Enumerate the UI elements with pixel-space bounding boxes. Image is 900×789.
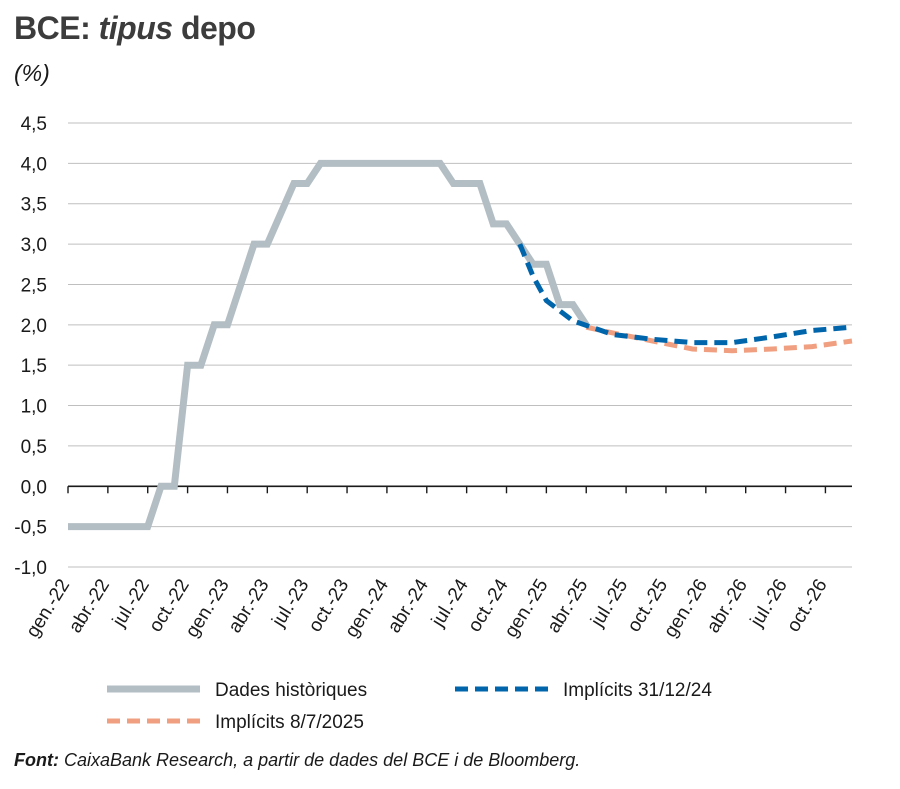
y-tick-label: 1,0 (21, 397, 47, 418)
legend-label: Implícits 8/7/2025 (215, 712, 364, 733)
chart-title: BCE: tipus depo (14, 10, 256, 47)
y-tick-label: 3,5 (21, 195, 47, 216)
source-label: Font: (14, 750, 59, 770)
y-tick-label: 4,0 (21, 154, 47, 175)
source-note: Font: CaixaBank Research, a partir de da… (14, 750, 580, 771)
title-prefix: BCE: (14, 10, 91, 46)
title-italic: tipus (98, 10, 173, 46)
x-tick-label: abr.-22 (65, 576, 114, 637)
legend-label: Dades històriques (215, 680, 367, 701)
title-suffix: depo (180, 10, 256, 46)
source-text: CaixaBank Research, a partir de dades de… (64, 750, 581, 770)
y-tick-label: 2,5 (21, 275, 47, 296)
line-chart: 4,5 4,0 3,5 3,0 2,5 2,0 1,5 1,0 0,5 0,0 -0,5 -1,0ge… (14, 114, 853, 733)
x-tick-label: abr.-25 (543, 576, 592, 637)
y-tick-label: 3,0 (21, 235, 47, 256)
y-tick-label: 2,0 (21, 316, 47, 337)
x-tick-label: abr.-23 (224, 576, 273, 637)
x-tick-label: abr.-26 (703, 576, 752, 637)
x-tick-label: abr.-24 (384, 575, 433, 637)
series-line-2 (585, 324, 853, 354)
series-line-1 (517, 243, 853, 346)
y-tick-label: 1,5 (21, 356, 47, 377)
legend-label: Implícits 31/12/24 (563, 680, 712, 701)
y-tick-label: -0,5 (14, 518, 47, 539)
y-tick-label: 0,0 (21, 477, 47, 498)
series-line-0 (68, 159, 590, 531)
x-tick-label: gen.-22 (22, 576, 74, 642)
y-tick-label: 4,5 (21, 114, 47, 135)
unit-label: (%) (14, 60, 50, 86)
y-tick-label: 0,5 (21, 437, 47, 458)
x-tick-label: oct.-26 (783, 576, 832, 636)
y-tick-label: -1,0 (14, 558, 47, 579)
